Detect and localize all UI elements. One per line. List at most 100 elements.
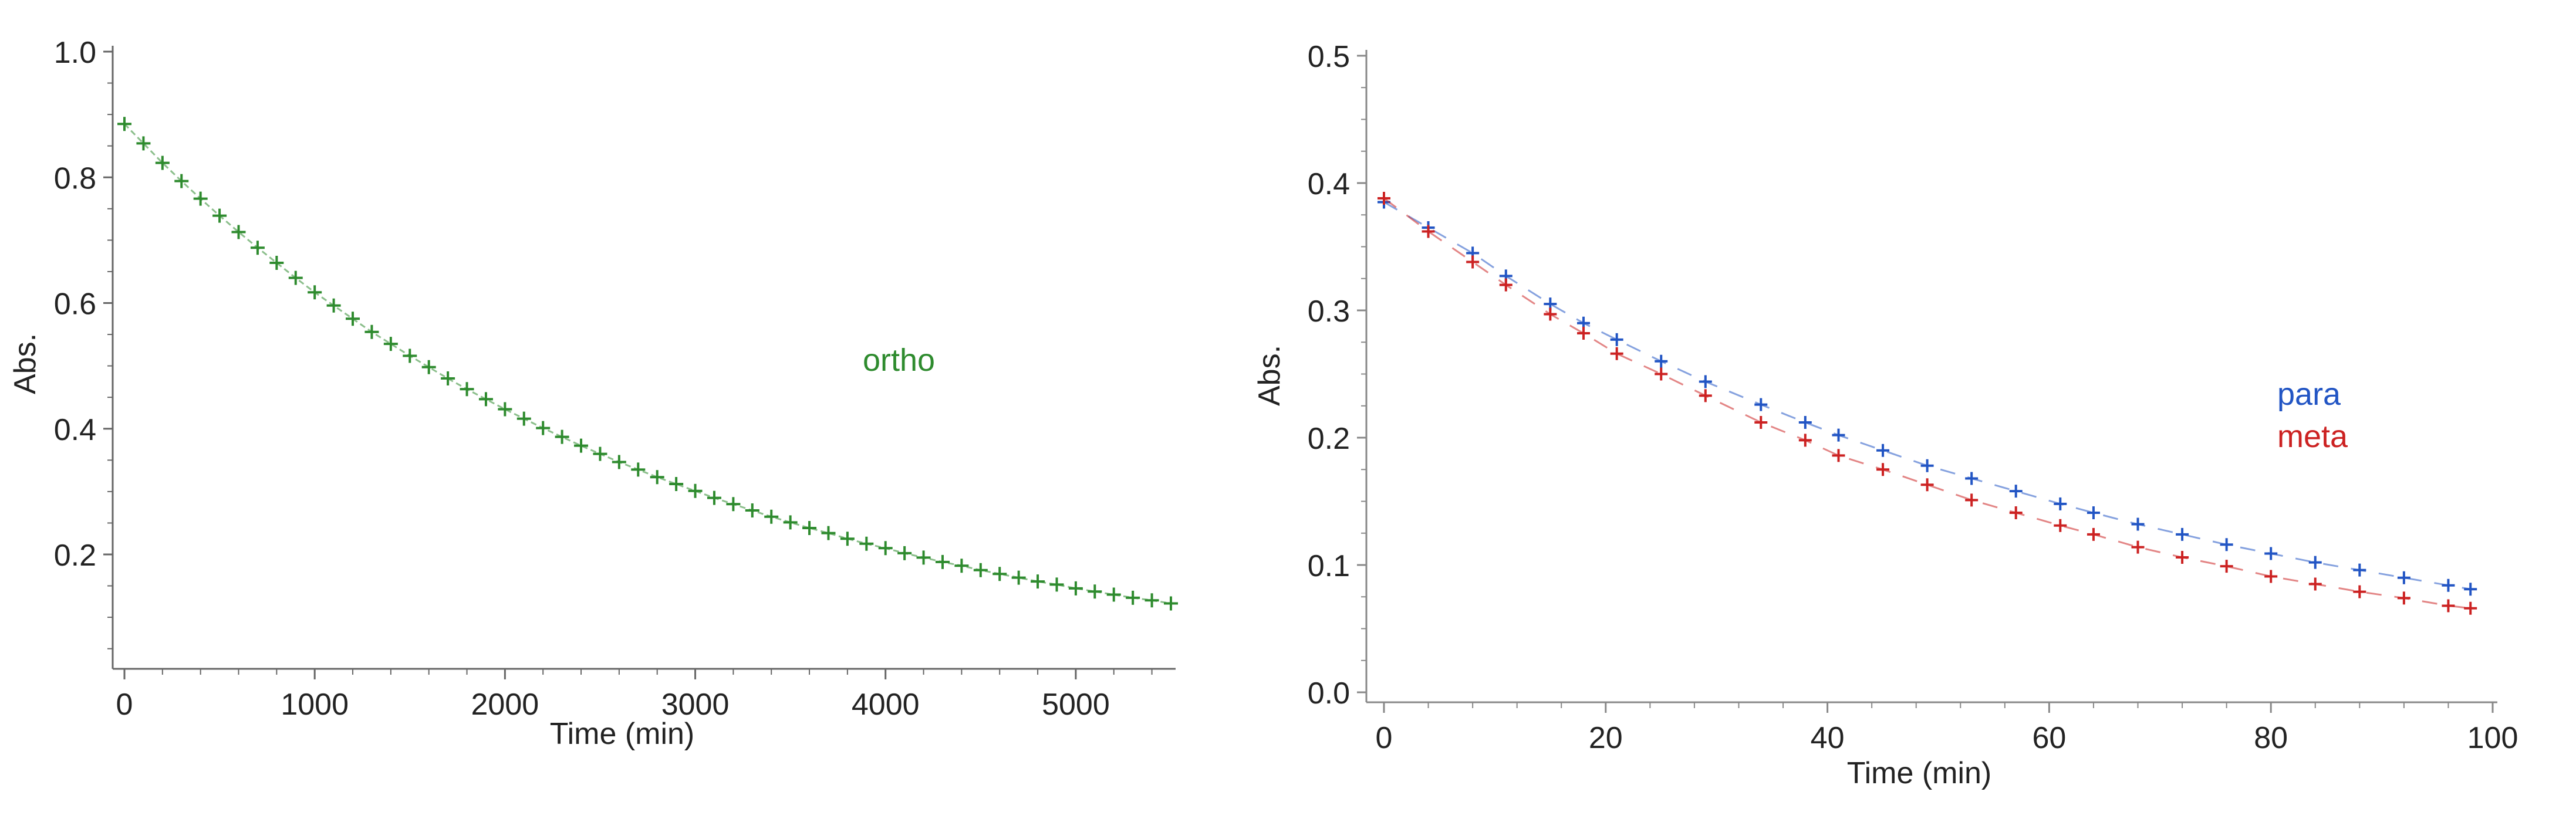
left-chart-x-tick-label: 1000 <box>281 688 349 722</box>
left-chart-x-tick-label: 2000 <box>471 688 539 722</box>
right-chart-point-meta <box>1378 192 1390 205</box>
left-chart-point-ortho <box>650 470 664 485</box>
right-chart-y-axis-label: Abs. <box>1252 345 1287 406</box>
right-chart-point-meta <box>2442 599 2455 613</box>
left-chart-point-ortho <box>992 567 1007 581</box>
left-chart-point-ortho <box>1106 587 1121 602</box>
left-chart-point-ortho <box>193 191 208 206</box>
left-chart-point-ortho <box>1011 570 1026 585</box>
left-chart-point-ortho <box>555 429 569 444</box>
right-chart-x-tick-label: 40 <box>1811 721 1845 755</box>
right-chart-point-para <box>2464 583 2477 596</box>
right-chart-y-tick-label: 0.0 <box>1308 676 1350 710</box>
right-chart-point-para <box>2176 527 2189 541</box>
left-chart-point-ortho <box>821 526 836 540</box>
left-chart-y-tick-label: 0.4 <box>54 413 96 447</box>
left-chart-point-ortho <box>897 546 912 560</box>
left-chart-point-ortho <box>288 270 303 285</box>
left-chart-point-ortho <box>1088 584 1102 599</box>
left-chart-point-ortho <box>250 241 265 255</box>
right-chart-point-para <box>1610 333 1623 346</box>
left-chart-x-tick-label: 3000 <box>661 688 730 722</box>
right-chart-point-para <box>2442 578 2455 592</box>
right-chart-point-para <box>1965 472 1979 485</box>
right-chart-point-meta <box>1876 463 1890 476</box>
right-chart-point-meta <box>2353 585 2366 598</box>
left-chart-point-ortho <box>212 208 227 223</box>
left-chart-point-ortho <box>536 421 551 435</box>
right-chart-point-meta <box>2308 577 2322 591</box>
left-chart: 0.2 0.4 0.6 0.8 1.0 0 1000 2000 3000 4000 5000 Abs.… <box>8 36 1178 751</box>
right-chart-point-meta <box>1965 493 1979 507</box>
left-chart-point-ortho <box>593 446 607 461</box>
left-chart-y-tick-label: 1.0 <box>54 36 96 70</box>
left-chart-point-ortho <box>478 392 493 407</box>
left-chart-point-ortho <box>631 462 646 477</box>
left-chart-x-tick-label: 0 <box>116 688 133 722</box>
right-chart-point-meta <box>1577 327 1591 340</box>
left-chart-point-ortho <box>1068 581 1083 595</box>
right-chart-point-meta <box>1832 449 1845 462</box>
left-chart-point-ortho <box>916 550 931 565</box>
left-chart-point-ortho <box>117 117 131 131</box>
left-chart-point-ortho <box>954 559 969 573</box>
right-chart-point-para <box>2220 538 2233 551</box>
left-chart-point-ortho <box>155 155 170 170</box>
left-chart-x-tick-label: 5000 <box>1042 688 1110 722</box>
left-chart-point-ortho <box>669 477 684 492</box>
left-chart-point-ortho <box>460 382 474 397</box>
left-chart-point-ortho <box>421 360 436 374</box>
left-chart-point-ortho <box>764 509 779 524</box>
left-chart-point-ortho <box>859 536 874 551</box>
right-chart-point-meta <box>2009 506 2023 520</box>
left-chart-y-tick-label: 0.6 <box>54 287 96 322</box>
right-chart-point-meta <box>2220 560 2233 573</box>
left-chart-point-ortho <box>935 554 950 569</box>
right-chart-point-meta <box>1798 434 1812 447</box>
left-chart-point-ortho <box>688 483 703 498</box>
left-chart-point-ortho <box>783 515 798 530</box>
right-chart-point-para <box>2009 485 2023 498</box>
right-chart-point-para <box>2131 517 2145 531</box>
left-chart-point-ortho <box>174 174 189 188</box>
left-chart-point-ortho <box>612 455 626 469</box>
right-chart-point-meta <box>1655 367 1668 381</box>
left-chart-point-ortho <box>346 312 360 326</box>
right-chart-y-tick-label: 0.2 <box>1308 422 1350 456</box>
right-chart-x-tick-label: 0 <box>1376 721 1393 755</box>
left-chart-point-ortho <box>726 497 741 512</box>
left-chart-point-ortho <box>745 503 759 518</box>
right-chart-point-meta <box>2264 570 2278 583</box>
left-chart-point-ortho <box>136 136 151 151</box>
right-chart-point-para <box>2353 563 2366 577</box>
left-chart-point-ortho <box>1144 593 1159 608</box>
left-chart-point-ortho <box>308 285 322 300</box>
left-chart-y-tick-label: 0.2 <box>54 539 96 573</box>
right-chart-x-tick-label: 20 <box>1589 721 1623 755</box>
right-chart-x-tick-label: 80 <box>2254 721 2288 755</box>
left-chart-point-ortho <box>802 521 817 536</box>
right-chart-x-tick-label: 60 <box>2032 721 2066 755</box>
left-chart-point-ortho <box>1164 596 1178 611</box>
left-chart-y-axis-label: Abs. <box>8 333 42 394</box>
right-chart-y-tick-label: 0.5 <box>1308 40 1350 74</box>
right-chart-y-tick-label: 0.1 <box>1308 549 1350 583</box>
right-chart-point-meta <box>1544 307 1557 321</box>
right-chart-point-meta <box>1422 225 1435 238</box>
left-chart-x-axis-label: Time (min) <box>550 717 695 751</box>
right-chart-x-axis-label: Time (min) <box>1847 756 1992 790</box>
right-chart-point-para <box>2087 506 2100 520</box>
right-chart-point-para <box>1699 375 1712 388</box>
right-chart-y-tick-label: 0.3 <box>1308 295 1350 329</box>
left-chart-point-ortho <box>516 411 531 426</box>
left-chart-point-ortho <box>840 532 855 546</box>
right-chart-point-meta <box>2176 550 2189 564</box>
right-chart-point-meta <box>2131 540 2145 554</box>
left-chart-point-ortho <box>383 337 398 351</box>
right-chart-point-meta <box>1610 347 1623 360</box>
right-chart-point-meta <box>2397 591 2410 605</box>
left-chart-point-ortho <box>326 298 341 313</box>
right-chart-point-meta <box>1754 415 1768 429</box>
left-chart-point-ortho <box>441 371 455 386</box>
